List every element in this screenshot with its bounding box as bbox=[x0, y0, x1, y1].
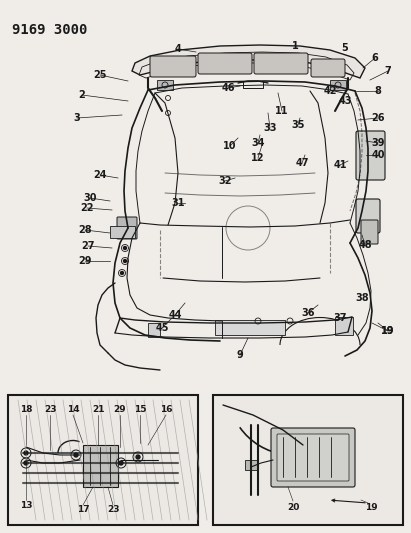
Text: 18: 18 bbox=[20, 406, 32, 415]
Circle shape bbox=[119, 461, 123, 465]
Bar bbox=[335, 317, 353, 335]
Text: 12: 12 bbox=[251, 153, 265, 163]
Text: 47: 47 bbox=[295, 158, 309, 168]
Text: 29: 29 bbox=[114, 406, 126, 415]
Text: 41: 41 bbox=[333, 160, 347, 170]
Text: 29: 29 bbox=[78, 256, 92, 266]
Text: 14: 14 bbox=[67, 406, 79, 415]
Text: 19: 19 bbox=[381, 326, 395, 336]
Bar bbox=[213, 395, 403, 525]
Text: 48: 48 bbox=[358, 240, 372, 250]
Bar bbox=[330, 80, 346, 90]
Text: 45: 45 bbox=[155, 323, 169, 333]
Text: 42: 42 bbox=[323, 86, 337, 96]
Text: 10: 10 bbox=[223, 141, 237, 151]
FancyBboxPatch shape bbox=[311, 59, 345, 77]
Bar bbox=[8, 395, 198, 525]
Bar bbox=[215, 320, 285, 335]
Text: 25: 25 bbox=[93, 70, 107, 80]
Circle shape bbox=[123, 260, 127, 262]
Text: 31: 31 bbox=[171, 198, 185, 208]
Circle shape bbox=[123, 246, 127, 249]
Bar bbox=[245, 460, 257, 470]
Text: 4: 4 bbox=[175, 44, 181, 54]
Text: 23: 23 bbox=[107, 505, 119, 514]
Text: 23: 23 bbox=[44, 406, 56, 415]
Text: 2: 2 bbox=[79, 90, 85, 100]
Text: 34: 34 bbox=[251, 138, 265, 148]
Text: 37: 37 bbox=[333, 313, 347, 323]
Text: 19: 19 bbox=[381, 326, 395, 336]
Text: 30: 30 bbox=[83, 193, 97, 203]
Circle shape bbox=[136, 455, 140, 459]
FancyBboxPatch shape bbox=[277, 434, 349, 481]
Text: 36: 36 bbox=[301, 308, 315, 318]
Text: 32: 32 bbox=[218, 176, 232, 186]
Text: 39: 39 bbox=[371, 138, 385, 148]
Text: 19: 19 bbox=[365, 503, 377, 512]
Circle shape bbox=[74, 453, 78, 457]
Text: 21: 21 bbox=[92, 406, 104, 415]
Text: 44: 44 bbox=[168, 310, 182, 320]
FancyBboxPatch shape bbox=[254, 53, 308, 74]
Circle shape bbox=[24, 461, 28, 465]
Text: 38: 38 bbox=[355, 293, 369, 303]
Text: 9: 9 bbox=[237, 350, 243, 360]
FancyBboxPatch shape bbox=[117, 217, 137, 239]
Text: 3: 3 bbox=[74, 113, 81, 123]
Text: 16: 16 bbox=[160, 406, 172, 415]
Text: 28: 28 bbox=[78, 225, 92, 235]
Text: 9169 3000: 9169 3000 bbox=[12, 23, 88, 37]
Text: 8: 8 bbox=[374, 86, 381, 96]
Text: 13: 13 bbox=[20, 500, 32, 510]
FancyBboxPatch shape bbox=[198, 53, 252, 74]
Circle shape bbox=[120, 271, 123, 274]
Text: 1: 1 bbox=[292, 41, 298, 51]
Text: 40: 40 bbox=[371, 150, 385, 160]
Text: 17: 17 bbox=[77, 505, 89, 514]
Bar bbox=[83, 445, 118, 487]
FancyBboxPatch shape bbox=[356, 199, 380, 233]
Bar bbox=[148, 323, 160, 337]
FancyBboxPatch shape bbox=[356, 131, 385, 180]
Text: 11: 11 bbox=[275, 106, 289, 116]
Text: 5: 5 bbox=[342, 43, 349, 53]
Circle shape bbox=[24, 451, 28, 455]
FancyBboxPatch shape bbox=[361, 220, 378, 244]
Text: 35: 35 bbox=[291, 120, 305, 130]
Text: 6: 6 bbox=[372, 53, 379, 63]
Polygon shape bbox=[132, 45, 365, 78]
Text: 24: 24 bbox=[93, 170, 107, 180]
Bar bbox=[157, 80, 173, 90]
Text: 33: 33 bbox=[263, 123, 277, 133]
Text: 27: 27 bbox=[81, 241, 95, 251]
FancyBboxPatch shape bbox=[150, 56, 196, 77]
Text: 20: 20 bbox=[287, 503, 299, 512]
Text: 26: 26 bbox=[371, 113, 385, 123]
FancyBboxPatch shape bbox=[271, 428, 355, 487]
Text: 15: 15 bbox=[134, 406, 146, 415]
Text: 43: 43 bbox=[338, 96, 352, 106]
Text: 46: 46 bbox=[221, 83, 235, 93]
Bar bbox=[110, 226, 135, 238]
Text: 22: 22 bbox=[80, 203, 94, 213]
Text: 7: 7 bbox=[385, 66, 391, 76]
